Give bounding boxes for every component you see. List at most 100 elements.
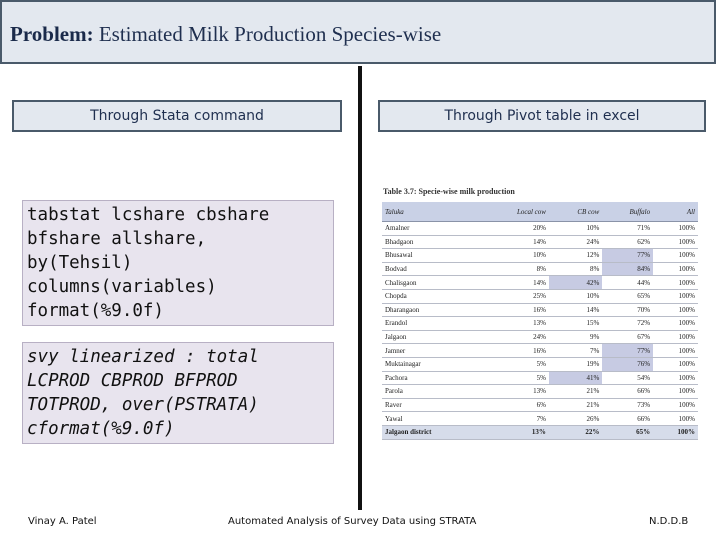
table-cell: 100%	[653, 343, 698, 358]
table-cell: 44%	[602, 275, 654, 290]
table-cell: 25%	[482, 289, 549, 304]
table-cell: 24%	[548, 235, 603, 250]
table-row: Bodvad 8% 8% 84% 100%	[382, 262, 698, 277]
table-cell: 100%	[653, 411, 698, 426]
table-cell: 19%	[548, 357, 603, 372]
header-local-cow: Local cow	[482, 202, 549, 222]
table-cell: 100%	[653, 371, 698, 386]
table-row: Chopda 25% 10% 65% 100%	[382, 289, 698, 304]
stata-code-svy: svy linearized : total LCPROD CBPROD BFP…	[22, 342, 334, 444]
table-row: Raver 6% 21% 73% 100%	[382, 398, 698, 413]
table-cell: 54%	[602, 371, 654, 386]
left-header: Through Stata command	[12, 100, 342, 132]
table-cell: 14%	[482, 235, 549, 250]
table-cell: 41%	[548, 371, 603, 386]
table-cell: 100%	[653, 316, 698, 331]
milk-production-table: Taluka Local cow CB cow Buffalo All Amal…	[382, 202, 698, 440]
table-cell: 100%	[653, 303, 698, 318]
header-cb-cow: CB cow	[548, 202, 603, 222]
table-cell: 14%	[482, 275, 549, 290]
table-caption: Table 3.7: Specie-wise milk production	[383, 187, 515, 196]
table-cell: 8%	[548, 262, 603, 277]
table-cell: 66%	[602, 411, 654, 426]
table-cell: 13%	[482, 424, 549, 440]
table-cell: 100%	[653, 248, 698, 263]
stata-code-tabstat: tabstat lcshare cbshare bfshare allshare…	[22, 200, 334, 326]
table-cell: 10%	[548, 289, 603, 304]
table-cell: 15%	[548, 316, 603, 331]
table-cell: 7%	[482, 411, 549, 426]
table-cell: Parola	[382, 384, 483, 399]
table-row: Pachora 5% 41% 54% 100%	[382, 371, 698, 386]
table-cell: 14%	[548, 303, 603, 318]
table-row: Amalner 20% 10% 71% 100%	[382, 221, 698, 236]
table-row: Parola 13% 21% 66% 100%	[382, 384, 698, 399]
table-cell: Yawal	[382, 411, 483, 426]
header-all: All	[653, 202, 698, 222]
table-cell: 24%	[482, 330, 549, 345]
table-cell: 13%	[482, 384, 549, 399]
table-cell: 65%	[602, 289, 654, 304]
table-cell: 12%	[548, 248, 603, 263]
table-cell: Bodvad	[382, 262, 483, 277]
table-cell: 77%	[602, 343, 654, 358]
table-cell: Jalgaon district	[382, 424, 483, 440]
footer-author: Vinay A. Patel	[28, 516, 97, 527]
right-header: Through Pivot table in excel	[378, 100, 706, 132]
table-cell: 100%	[653, 384, 698, 399]
table-cell: 73%	[602, 398, 654, 413]
table-cell: 7%	[548, 343, 603, 358]
header-taluka: Taluka	[382, 202, 483, 222]
table-cell: 77%	[602, 248, 654, 263]
table-cell: Amalner	[382, 221, 483, 236]
table-cell: 70%	[602, 303, 654, 318]
table-cell: 100%	[653, 424, 698, 440]
table-cell: Chalisgaon	[382, 275, 483, 290]
table-row: Bhadgaon 14% 24% 62% 100%	[382, 235, 698, 250]
table-cell: 100%	[653, 330, 698, 345]
table-cell: 65%	[602, 424, 654, 440]
table-cell: 16%	[482, 343, 549, 358]
table-row: Dharangaon 16% 14% 70% 100%	[382, 303, 698, 318]
table-cell: 5%	[482, 371, 549, 386]
table-cell: 67%	[602, 330, 654, 345]
table-cell: 21%	[548, 398, 603, 413]
table-cell: 76%	[602, 357, 654, 372]
table-cell: 100%	[653, 221, 698, 236]
footer-presentation-title: Automated Analysis of Survey Data using …	[228, 516, 477, 527]
table-cell: Jalgaon	[382, 330, 483, 345]
table-total-row: Jalgaon district 13% 22% 65% 100%	[382, 424, 698, 440]
table-cell: Chopda	[382, 289, 483, 304]
table-cell: Bhadgaon	[382, 235, 483, 250]
table-row: Jamner 16% 7% 77% 100%	[382, 343, 698, 358]
table-cell: 100%	[653, 235, 698, 250]
table-cell: 72%	[602, 316, 654, 331]
table-cell: 20%	[482, 221, 549, 236]
title-bar: Problem: Estimated Milk Production Speci…	[0, 0, 716, 64]
title-text: Estimated Milk Production Species-wise	[93, 22, 442, 46]
table-row: Muktainagar 5% 19% 76% 100%	[382, 357, 698, 372]
table-cell: 26%	[548, 411, 603, 426]
table-body: Amalner 20% 10% 71% 100% Bhadgaon 14% 24% 62% 100…	[382, 221, 698, 440]
table-row: Jalgaon 24% 9% 67% 100%	[382, 330, 698, 345]
table-row: Chalisgaon 14% 42% 44% 100%	[382, 275, 698, 290]
footer-organization: N.D.D.B	[649, 516, 689, 527]
table-cell: 5%	[482, 357, 549, 372]
table-cell: 100%	[653, 289, 698, 304]
title-label: Problem:	[10, 22, 94, 46]
table-cell: 100%	[653, 357, 698, 372]
table-cell: Bhusawal	[382, 248, 483, 263]
table-cell: 100%	[653, 275, 698, 290]
table-cell: 10%	[548, 221, 603, 236]
table-cell: 71%	[602, 221, 654, 236]
table-cell: 100%	[653, 398, 698, 413]
table-cell: Erandol	[382, 316, 483, 331]
pivot-table-image: Table 3.7: Specie-wise milk production T…	[376, 186, 704, 440]
table-row: Yawal 7% 26% 66% 100%	[382, 411, 698, 426]
table-row: Erandol 13% 15% 72% 100%	[382, 316, 698, 331]
table-cell: Raver	[382, 398, 483, 413]
table-cell: 10%	[482, 248, 549, 263]
table-cell: 13%	[482, 316, 549, 331]
table-cell: Muktainagar	[382, 357, 483, 372]
table-cell: Dharangaon	[382, 303, 483, 318]
